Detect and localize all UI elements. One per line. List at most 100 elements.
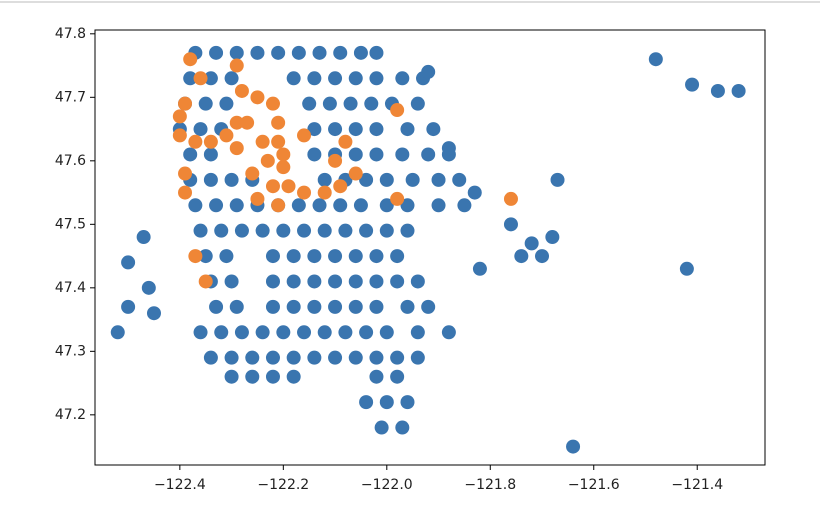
point	[472, 261, 487, 276]
point	[234, 325, 249, 340]
point	[395, 420, 410, 435]
point	[307, 274, 322, 289]
point	[348, 350, 363, 365]
point	[390, 350, 405, 365]
x-tick-label: −121.4	[671, 477, 723, 493]
point	[333, 198, 348, 213]
point	[214, 223, 229, 238]
point	[234, 83, 249, 98]
point	[379, 198, 394, 213]
point	[193, 223, 208, 238]
point	[307, 71, 322, 86]
point	[679, 261, 694, 276]
y-tick-label: 47.7	[55, 89, 86, 105]
point	[400, 299, 415, 314]
point	[110, 325, 125, 340]
point	[457, 198, 472, 213]
point	[229, 141, 244, 156]
point	[685, 77, 700, 92]
point	[426, 122, 441, 137]
point	[203, 147, 218, 162]
point	[431, 198, 446, 213]
point	[410, 350, 425, 365]
point	[395, 147, 410, 162]
point	[421, 64, 436, 79]
point	[260, 153, 275, 168]
point	[265, 350, 280, 365]
point	[229, 58, 244, 73]
point	[219, 128, 234, 143]
point	[545, 230, 560, 245]
point	[297, 185, 312, 200]
point	[317, 223, 332, 238]
point	[307, 299, 322, 314]
point	[224, 71, 239, 86]
point	[410, 325, 425, 340]
point	[348, 71, 363, 86]
point	[307, 350, 322, 365]
point	[178, 185, 193, 200]
point	[245, 166, 260, 181]
point	[245, 350, 260, 365]
point	[421, 299, 436, 314]
point	[328, 122, 343, 137]
point	[405, 172, 420, 187]
point	[503, 191, 518, 206]
point	[359, 325, 374, 340]
point	[431, 172, 446, 187]
point	[276, 223, 291, 238]
y-tick-label: 47.6	[55, 153, 86, 169]
point	[250, 45, 265, 60]
point	[369, 350, 384, 365]
point	[328, 274, 343, 289]
point	[338, 325, 353, 340]
point	[265, 179, 280, 194]
point	[328, 249, 343, 264]
point	[328, 299, 343, 314]
point	[198, 274, 213, 289]
point	[224, 350, 239, 365]
point	[203, 134, 218, 149]
point	[219, 96, 234, 111]
point	[369, 369, 384, 384]
point	[286, 369, 301, 384]
point	[193, 325, 208, 340]
point	[229, 198, 244, 213]
point	[250, 191, 265, 206]
point	[307, 147, 322, 162]
point	[379, 395, 394, 410]
point	[395, 71, 410, 86]
point	[136, 230, 151, 245]
point	[467, 185, 482, 200]
point	[348, 166, 363, 181]
point	[317, 185, 332, 200]
point	[348, 147, 363, 162]
x-tick-label: −122.4	[154, 477, 206, 493]
point	[379, 172, 394, 187]
point	[359, 223, 374, 238]
point	[172, 109, 187, 124]
point	[333, 179, 348, 194]
point	[234, 223, 249, 238]
point	[178, 96, 193, 111]
y-tick-label: 47.8	[55, 26, 86, 42]
point	[255, 325, 270, 340]
point	[255, 134, 270, 149]
point	[503, 217, 518, 232]
point	[359, 172, 374, 187]
axes-frame	[94, 29, 766, 466]
point	[710, 83, 725, 98]
point	[198, 96, 213, 111]
point	[265, 249, 280, 264]
point	[452, 172, 467, 187]
point	[400, 223, 415, 238]
point	[193, 122, 208, 137]
x-tick-label: −122.2	[257, 477, 309, 493]
point	[307, 249, 322, 264]
point	[297, 223, 312, 238]
point	[214, 325, 229, 340]
point	[146, 306, 161, 321]
point	[410, 274, 425, 289]
point	[348, 249, 363, 264]
point	[348, 274, 363, 289]
